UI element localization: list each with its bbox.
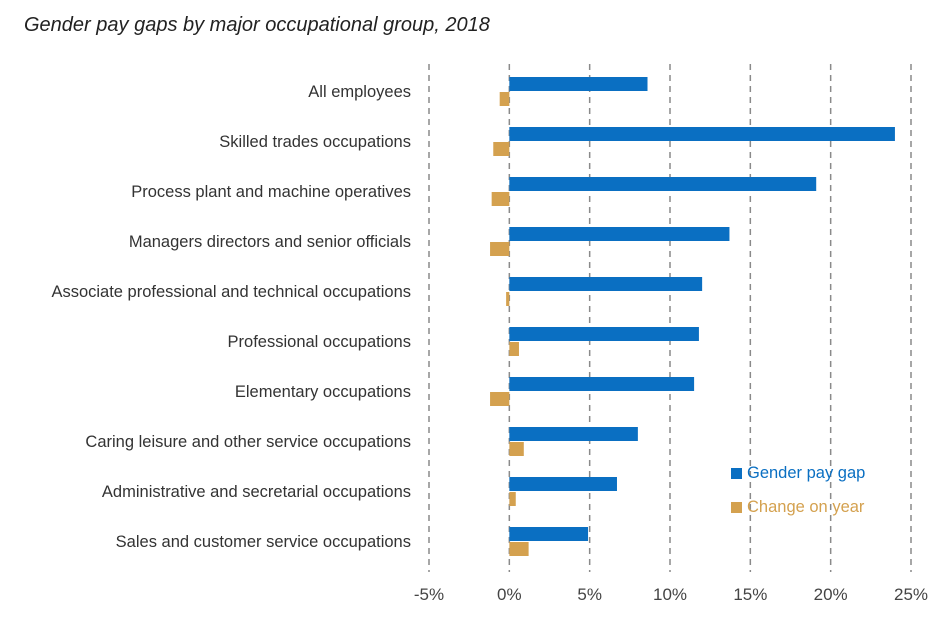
- category-label: Skilled trades occupations: [219, 133, 411, 151]
- category-label: Caring leisure and other service occupat…: [85, 433, 411, 451]
- bar-change-on-year: [509, 542, 529, 556]
- legend-label: Gender pay gap: [747, 464, 865, 482]
- legend-swatch: [731, 468, 742, 479]
- bar-gender-pay-gap: [509, 227, 730, 241]
- chart-title: Gender pay gaps by major occupational gr…: [24, 14, 490, 36]
- bar-gender-pay-gap: [509, 527, 589, 541]
- category-label: Professional occupations: [228, 333, 411, 351]
- legend: Gender pay gap Change on year: [731, 464, 865, 516]
- bar-gender-pay-gap: [509, 477, 617, 491]
- bar-change-on-year: [493, 142, 510, 156]
- bar-gender-pay-gap: [509, 327, 699, 341]
- bar-gender-pay-gap: [509, 427, 638, 441]
- category-label: All employees: [308, 83, 411, 101]
- gridlines: [428, 64, 912, 572]
- bar-gender-pay-gap: [509, 77, 648, 91]
- bar-change-on-year: [499, 92, 510, 106]
- legend-label: Change on year: [747, 498, 865, 516]
- bars: [490, 77, 895, 556]
- bar-gender-pay-gap: [509, 377, 695, 391]
- bar-gender-pay-gap: [509, 127, 895, 141]
- category-label: Managers directors and senior officials: [129, 233, 411, 251]
- bar-change-on-year: [491, 192, 510, 206]
- x-tick-label: -5%: [414, 585, 444, 604]
- bar-change-on-year: [490, 392, 510, 406]
- category-label: Administrative and secretarial occupatio…: [102, 483, 411, 501]
- x-tick-label: 20%: [814, 585, 848, 604]
- bar-change-on-year: [509, 442, 524, 456]
- x-tick-label: 0%: [497, 585, 522, 604]
- category-labels: All employees Skilled trades occupations P…: [51, 83, 411, 551]
- category-label: Associate professional and technical occ…: [51, 283, 411, 301]
- x-tick-label: 25%: [894, 585, 928, 604]
- legend-swatch: [731, 502, 742, 513]
- bar-gender-pay-gap: [509, 177, 817, 191]
- bar-change-on-year: [490, 242, 510, 256]
- bar-change-on-year: [506, 292, 510, 306]
- x-tick-label: 15%: [733, 585, 767, 604]
- x-tick-label: 10%: [653, 585, 687, 604]
- x-tick-label: 5%: [577, 585, 602, 604]
- x-tick-labels: -5% 0% 5% 10% 15% 20% 25%: [414, 585, 928, 604]
- category-label: Sales and customer service occupations: [116, 533, 411, 551]
- category-label: Process plant and machine operatives: [131, 183, 411, 201]
- bar-gender-pay-gap: [509, 277, 703, 291]
- category-label: Elementary occupations: [235, 383, 411, 401]
- bar-change-on-year: [509, 492, 516, 506]
- bar-change-on-year: [509, 342, 519, 356]
